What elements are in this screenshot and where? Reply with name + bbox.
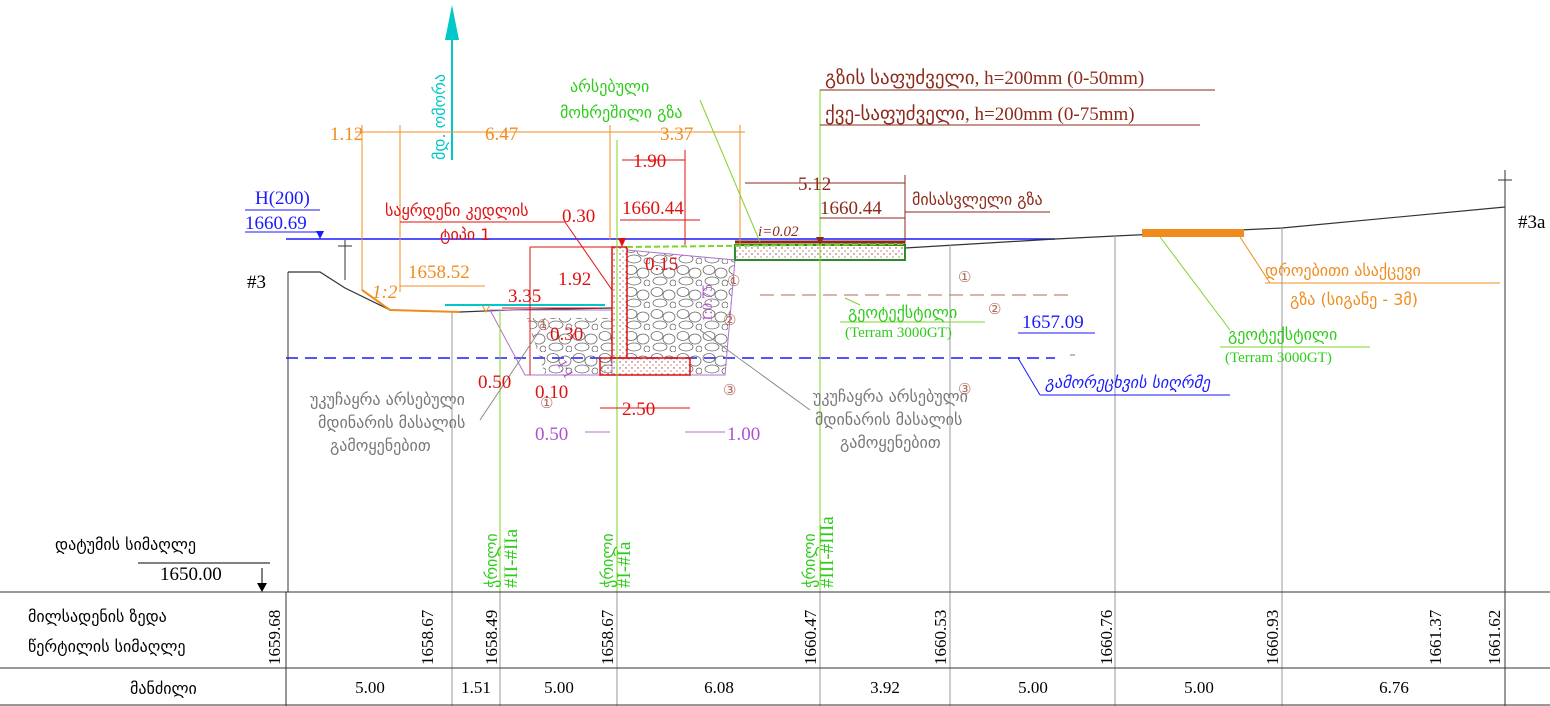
- circled-number: ②: [723, 313, 736, 329]
- geotextile-label: გეოტექსტილი: [848, 303, 957, 322]
- dimension: 2.50: [622, 399, 655, 420]
- dimension: 1.12: [330, 124, 363, 145]
- backfill-label: გამოყენებით: [840, 433, 941, 452]
- distance-cell: 5.00: [1018, 678, 1048, 697]
- section-label: ჭრილი: [482, 533, 501, 588]
- water-level: H(200): [255, 188, 310, 209]
- elevation: 1658.52: [408, 262, 470, 283]
- dimension: 1.90: [633, 151, 666, 172]
- dimension: 0.30: [550, 324, 583, 345]
- geotextile-label: (Terram 3000GT): [845, 325, 952, 341]
- scour-label: გამორეცხვის სიღრმე: [1045, 373, 1211, 392]
- linework: [0, 5, 1550, 706]
- distance-cell: 6.76: [1379, 678, 1409, 697]
- circled-number: ②: [988, 302, 1001, 318]
- layer-label: გზის საფუძველი, h=200mm (0-50mm): [825, 68, 1144, 89]
- distance-cell: 3.92: [870, 678, 900, 697]
- river-label: მდ. ომორა: [430, 74, 449, 160]
- distance-cell: 5.00: [355, 678, 385, 697]
- backfill-label: გამოყენებით: [330, 436, 431, 455]
- dimension: 5.12: [798, 174, 831, 195]
- dimension: 1.00: [727, 424, 760, 445]
- dimension: 3.35: [508, 286, 541, 307]
- distance-cell: 1.51: [461, 678, 491, 697]
- wall-label: საყრდენი კედლის: [385, 201, 528, 220]
- elevation-cell: 1661.37: [1426, 609, 1445, 665]
- dimension: 0.10: [535, 382, 568, 403]
- elevation-cell: 1658.67: [418, 609, 437, 665]
- backfill-label: უკუჩაყრა არსებული: [310, 390, 465, 409]
- elevation-cell: 1660.93: [1263, 610, 1282, 665]
- section-label: #II-#IIa: [501, 528, 522, 588]
- circled-number: ③: [723, 383, 736, 399]
- temp-road-label: გზა (სიგანე - 3მ): [1290, 290, 1418, 309]
- dimension: 1.92: [558, 269, 591, 290]
- road-label: მოხრეშილი გზა: [560, 103, 683, 122]
- road-label: მისასვლელი გზა: [912, 190, 1043, 209]
- distance-cell: 6.08: [704, 678, 734, 697]
- marker: #3a: [1518, 212, 1546, 233]
- distance-cell: 5.00: [544, 678, 574, 697]
- section-label: ჭრილი: [598, 533, 617, 588]
- dimension: 0.30: [562, 206, 595, 227]
- backfill-label: მდინარის მასალის: [815, 410, 962, 429]
- section-label: #I-#Ia: [614, 541, 635, 588]
- section-label: #III-#IIIa: [817, 516, 838, 588]
- backfill-label: მდინარის მასალის: [318, 413, 465, 432]
- layer-label: ქვე-საფუძველი, h=200mm (0-75mm): [825, 104, 1135, 125]
- marker: #3: [247, 272, 266, 293]
- road-label: არსებული: [570, 77, 649, 96]
- dimension: 0.50: [478, 372, 511, 393]
- row-label: წერტილის სიმაღლე: [28, 637, 186, 656]
- elevation-cell: 1658.49: [482, 610, 501, 665]
- distance-cell: 5.00: [1184, 678, 1214, 697]
- water-level: 1660.69: [245, 213, 307, 234]
- circled-number: ①: [727, 274, 740, 290]
- backfill-label: უკუჩაყრა არსებული: [813, 387, 968, 406]
- row-label: მილსადენის ზედა: [28, 607, 167, 626]
- datum-value: 1650.00: [160, 564, 222, 585]
- geotextile-label: (Terram 3000GT): [1225, 350, 1332, 366]
- elevation-cell: 1660.47: [801, 609, 820, 665]
- elevation-cell: 1659.68: [265, 610, 284, 665]
- circled-number: ①: [540, 396, 553, 412]
- datum-label: დატუმის სიმაღლე: [55, 535, 196, 554]
- circled-number: ③: [958, 382, 971, 398]
- dimension: 3.37: [660, 124, 693, 145]
- slope: 1:0.75: [700, 284, 716, 322]
- elevation-cell: 1661.62: [1485, 610, 1504, 665]
- row-label: მანძილი: [130, 679, 197, 698]
- elevation-cell: 1660.53: [931, 610, 950, 665]
- slope: 1:2: [372, 282, 398, 303]
- elevation: 1660.44: [820, 198, 882, 219]
- elevation-cell: 1658.67: [598, 609, 617, 665]
- circled-number: ①: [537, 318, 550, 334]
- slope: i=0.02: [758, 224, 799, 240]
- wall-label: ტიპი 1: [440, 225, 490, 244]
- temp-road-label: დროებითი ასაქცევი: [1265, 261, 1421, 280]
- dimension: 6.47: [485, 124, 518, 145]
- elevation: 1660.44: [622, 198, 684, 219]
- section-label: ჭრილი: [800, 533, 819, 588]
- dimension: 0.50: [535, 424, 568, 445]
- geotextile-label: გეოტექსტილი: [1228, 325, 1337, 344]
- dimension: 0.15: [645, 254, 678, 275]
- circled-number: ①: [958, 270, 971, 286]
- elevation: 1657.09: [1022, 312, 1084, 333]
- elevation-cell: 1660.76: [1097, 610, 1116, 665]
